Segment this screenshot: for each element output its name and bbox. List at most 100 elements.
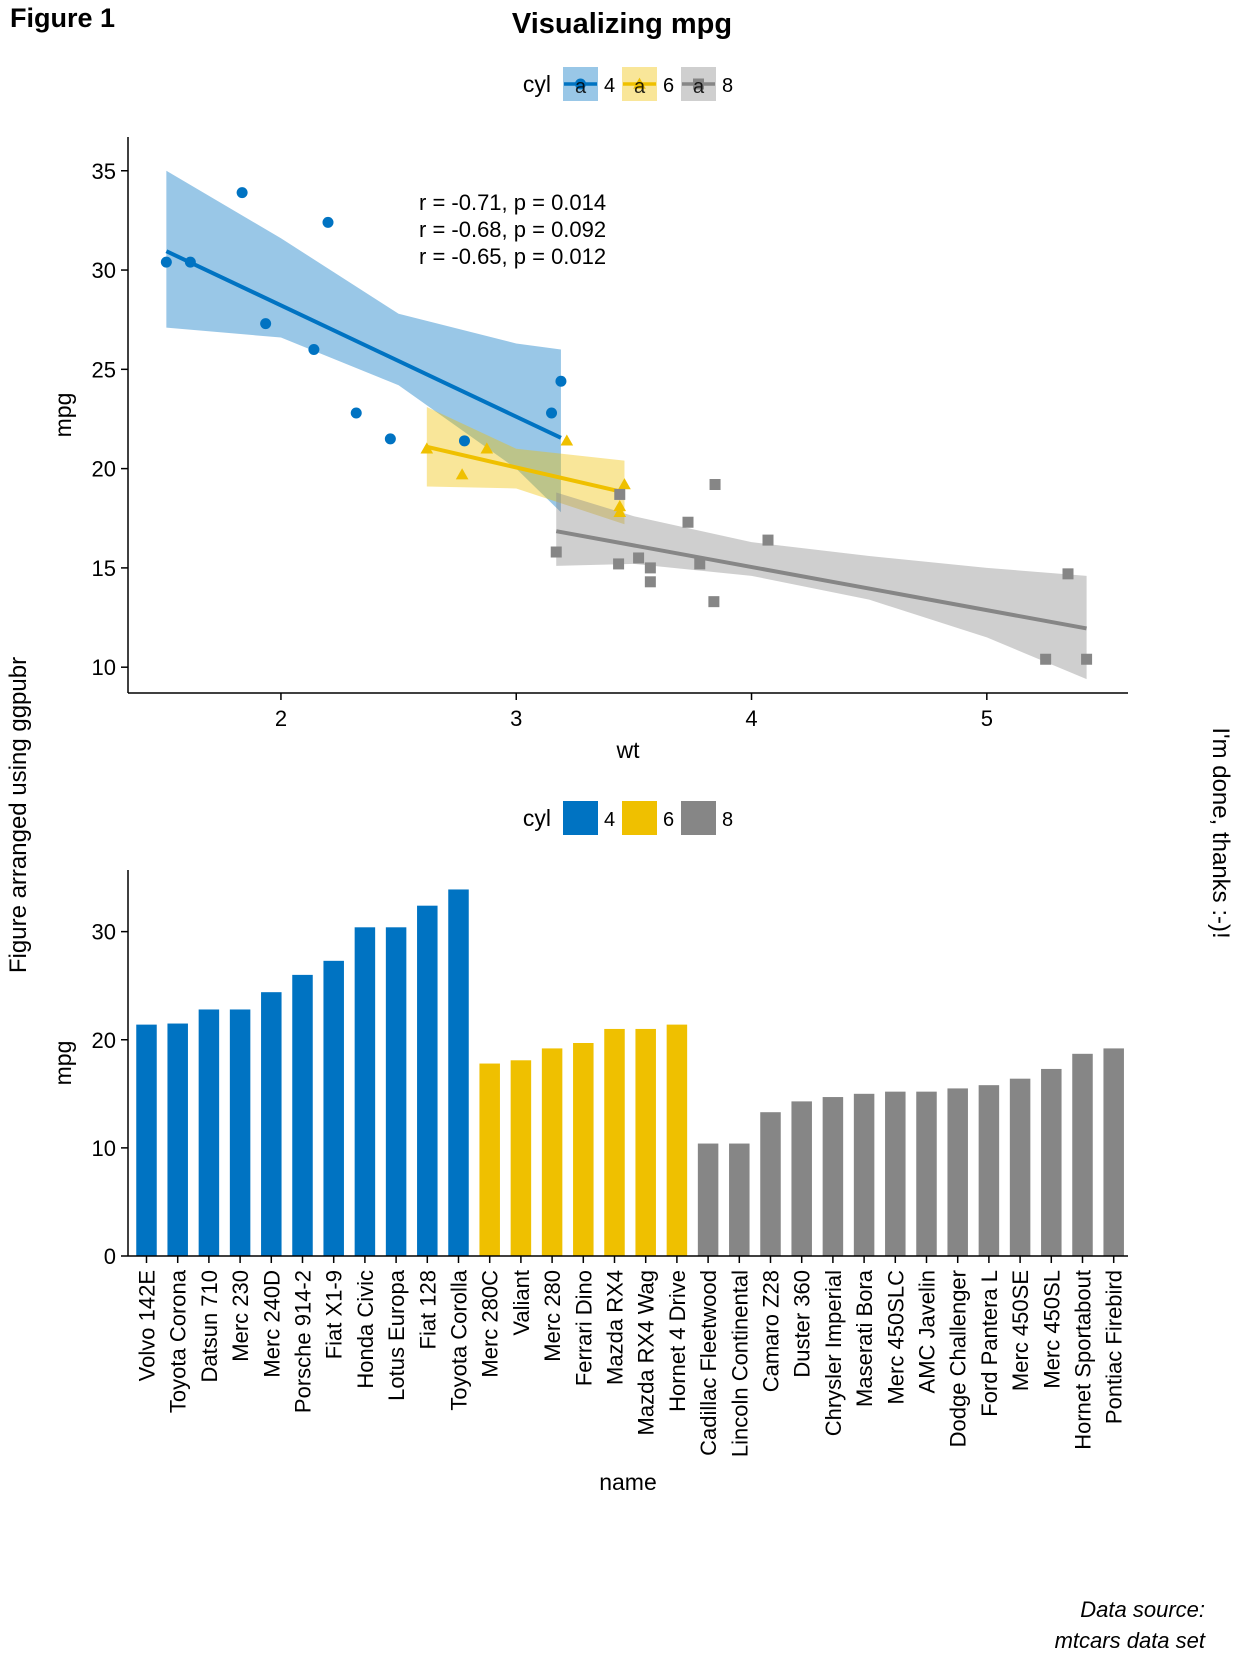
legend-key-marker-cyl-4 [575,78,586,90]
bar-hornet-4-drive [666,1024,688,1256]
y-axis-title: mpg [50,393,76,438]
bar-hornet-sportabout [1072,1053,1093,1256]
point-cyl-8 [694,558,706,570]
y-tick-label: 10 [92,1136,116,1161]
x-tick-label: Ferrari Dino [571,1270,596,1386]
point-cyl-6 [420,442,434,454]
point-cyl-4 [160,256,172,268]
point-cyl-6 [613,500,627,512]
bar-amc-javelin [916,1091,937,1256]
x-tick-label: Camaro Z28 [759,1270,784,1392]
legend-key-glyph: a [575,76,587,98]
regression-lines [165,249,1087,631]
legend-key-cyl-4 [563,801,598,835]
bar-toyota-corolla [448,889,469,1256]
bar-axes: Volvo 142E Toyota Corona Datsun 710 Merc 23… [50,870,1128,1495]
point-cyl-4 [555,375,567,387]
x-tick-label: Fiat X1-9 [322,1270,347,1359]
bar-lincoln-continental [729,1143,750,1256]
point-cyl-6 [618,478,631,490]
legend-key-glyph: a [634,76,646,98]
bar-mazda-rx4 [604,1028,625,1256]
x-tick-label: Merc 230 [228,1270,253,1362]
source-line-1: Data source: [1080,1597,1205,1622]
scatter-legend: cyl a 4 a 6 a 8 [523,67,733,101]
regression-line-cyl-4 [165,249,562,440]
scatter-points [160,187,1093,665]
x-tick-label: Duster 360 [790,1270,815,1378]
regression-line-cyl-6 [426,444,625,495]
legend-key-cyl-8 [681,801,716,835]
y-tick-label: 25 [92,357,116,382]
point-cyl-4 [236,187,248,199]
x-tick-label: Dodge Challenger [946,1270,971,1447]
bar-mazda-rx4-wag [635,1028,656,1256]
left-caption: Figure arranged using ggpubr [5,657,32,973]
x-tick-label: Honda Civic [353,1270,378,1389]
x-tick-label: Maserati Bora [852,1269,877,1407]
bar-duster-360 [791,1101,812,1256]
x-tick-label: Ford Pantera L [977,1270,1002,1417]
x-tick-label: Lotus Europa [384,1269,409,1401]
point-cyl-4 [260,318,272,330]
point-cyl-4 [308,343,320,355]
legend-label-cyl-4: 4 [604,75,615,97]
point-cyl-8 [762,534,774,546]
point-cyl-6 [560,434,574,446]
x-tick-label: Merc 280 [540,1270,565,1362]
scatter-axes: 10 15 20 25 30 35 2 3 4 5 wt mpg [50,137,1128,763]
figure-title: Visualizing mpg [512,8,732,40]
x-tick-label: Merc 450SLC [883,1270,908,1405]
bar-lotus-europa [385,927,407,1256]
bar-merc-450se [1009,1078,1031,1256]
bar-dodge-challenger [947,1088,968,1256]
y-tick-label: 10 [92,655,116,680]
x-tick-label: Lincoln Continental [727,1270,752,1457]
confidence-band-cyl-8 [556,492,1087,680]
bar-maserati-bora [853,1093,875,1256]
x-tick-label: Datsun 710 [197,1270,222,1383]
point-cyl-4 [546,407,558,419]
point-cyl-4 [322,216,334,228]
bar-merc-450slc [885,1091,906,1256]
x-tick-label: Toyota Corolla [447,1269,472,1410]
x-tick-label: Mazda RX4 Wag [634,1270,659,1435]
bar-cadillac-fleetwood [697,1143,719,1256]
legend-title: cyl [523,71,551,97]
x-tick-label: Chrysler Imperial [821,1270,846,1436]
bar-merc-280c [479,1063,500,1256]
bar-camaro-z28 [760,1112,781,1256]
bar-volvo-142e [136,1024,157,1256]
regression-line-cyl-8 [555,529,1087,631]
x-tick-label: Merc 450SL [1039,1270,1064,1389]
x-tick-label: Valiant [509,1270,534,1336]
point-cyl-6 [455,468,469,480]
right-caption: I'm done, thanks :-)! [1207,727,1234,938]
y-tick-label: 0 [104,1244,116,1269]
bar-chrysler-imperial [822,1097,844,1256]
bar-merc-230 [229,1009,251,1256]
bar-fiat-128 [417,905,438,1256]
bar-honda-civic [354,927,376,1256]
bar-fiat-x1-9 [323,960,344,1256]
legend-label-cyl-8: 8 [722,75,733,97]
legend-label-cyl-6: 6 [663,75,674,97]
point-cyl-8 [614,488,626,500]
x-tick-label: Cadillac Fleetwood [696,1270,721,1456]
x-tick-label: Volvo 142E [135,1270,160,1381]
legend-label-cyl-8: 8 [722,809,733,831]
bars [136,889,1124,1256]
legend-key-glyph: a [693,76,705,98]
y-tick-label: 15 [92,556,116,581]
confidence-band-cyl-6 [426,407,625,525]
point-cyl-8 [644,562,656,574]
y-tick-label: 20 [92,1028,116,1053]
y-tick-label: 30 [92,920,116,945]
legend-title: cyl [523,805,551,831]
bar-valiant [510,1060,532,1256]
point-cyl-4 [184,256,196,268]
point-cyl-8 [1040,653,1052,665]
legend-key-marker-cyl-8 [693,78,704,90]
x-tick-label: 3 [510,706,522,731]
